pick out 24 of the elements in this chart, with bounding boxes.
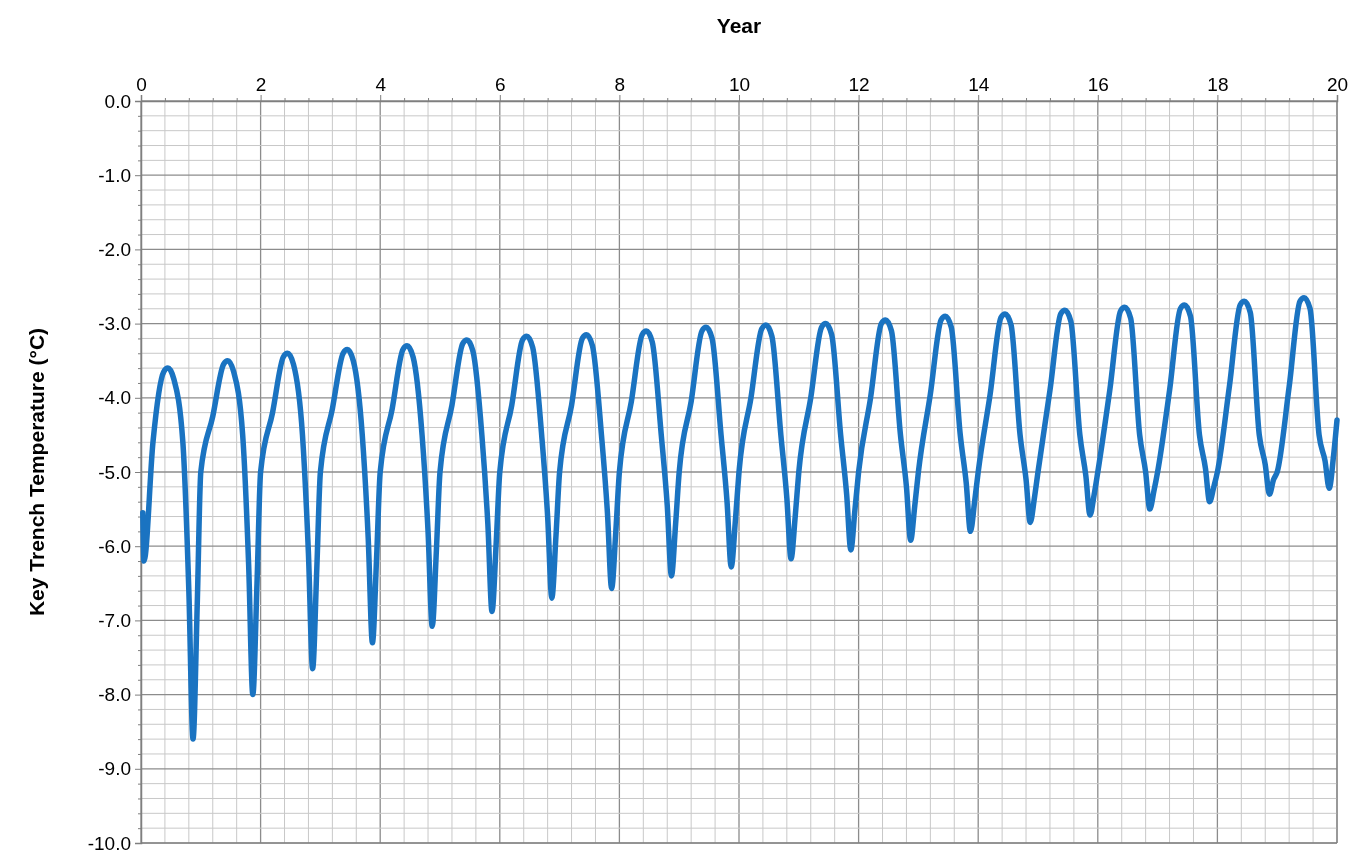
y-tick-label: -8.0 — [98, 684, 131, 706]
x-tick-label: 14 — [968, 74, 990, 95]
x-tick-label: 4 — [375, 74, 387, 95]
y-tick-label: -10.0 — [87, 832, 131, 854]
y-tick-label: -4.0 — [98, 387, 131, 409]
x-tick-label: 2 — [255, 74, 267, 95]
x-tick-label: 20 — [1326, 74, 1349, 95]
x-axis-title: Year — [716, 14, 762, 37]
y-axis-title: Key Trench Temperature (°C) — [25, 327, 48, 617]
y-tick-label: -2.0 — [98, 238, 131, 260]
y-tick-label: -9.0 — [98, 758, 131, 780]
x-tick-label: 6 — [495, 74, 506, 95]
x-tick-label: 8 — [614, 74, 626, 95]
y-tick-label: -7.0 — [98, 609, 131, 631]
x-tick-label: 18 — [1207, 74, 1229, 95]
x-tick-label: 16 — [1087, 74, 1109, 95]
y-tick-label: 0.0 — [104, 90, 131, 112]
x-tick-label: 10 — [728, 74, 751, 95]
y-tick-label: -3.0 — [98, 313, 131, 335]
y-tick-label: -5.0 — [98, 461, 131, 483]
y-tick-label: -6.0 — [98, 535, 131, 557]
x-tick-label: 12 — [848, 74, 870, 95]
x-tick-label: 0 — [136, 74, 147, 95]
y-tick-label: -1.0 — [98, 164, 131, 186]
